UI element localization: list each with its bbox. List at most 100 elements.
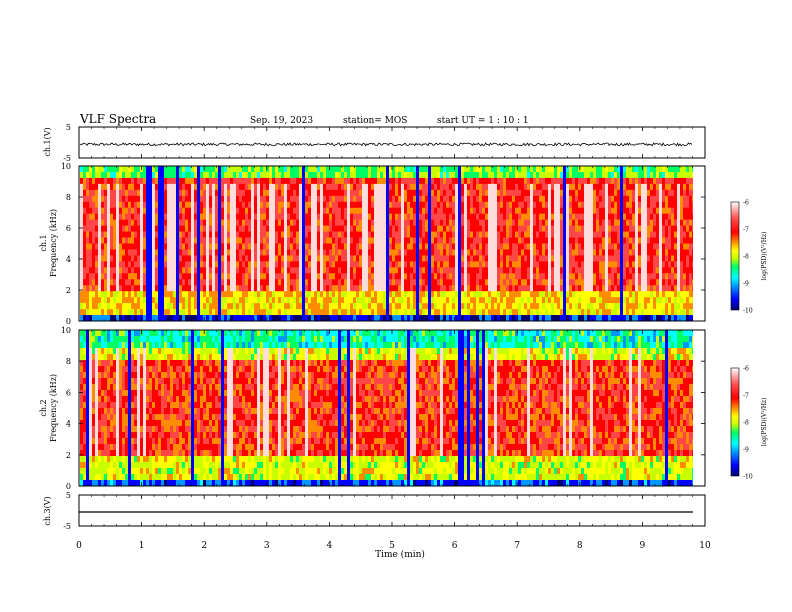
spectrogram-cell xyxy=(107,255,110,262)
spectrogram-cell xyxy=(251,189,254,197)
spectrogram-cell xyxy=(260,267,263,274)
spectrogram-cell xyxy=(473,201,476,209)
spectrogram-cell xyxy=(491,267,494,274)
spectrogram-cell xyxy=(302,231,305,238)
spectrogram-cell xyxy=(563,166,566,173)
spectrogram-cell xyxy=(566,171,569,179)
spectrogram-cell xyxy=(143,207,146,214)
spectrogram-cell xyxy=(581,225,584,232)
spectrogram-cell xyxy=(587,177,590,185)
spectrogram-cell xyxy=(104,309,107,316)
spectrogram-cell xyxy=(236,201,239,209)
spectrogram-cell xyxy=(227,291,230,298)
spectrogram-cell xyxy=(287,309,290,316)
spectrogram-cell xyxy=(332,249,335,256)
spectrogram-cell xyxy=(479,291,482,298)
spectrogram-cell xyxy=(290,231,293,238)
spectrogram-cell xyxy=(473,183,476,191)
spectrogram-cell xyxy=(425,315,428,322)
spectrogram-cell xyxy=(581,279,584,286)
spectrogram-cell xyxy=(101,273,104,280)
spectrogram-cell xyxy=(125,171,128,179)
spectrogram-cell xyxy=(536,237,539,244)
spectrogram-cell xyxy=(464,166,467,173)
spectrogram-cell xyxy=(632,183,635,191)
spectrogram-cell xyxy=(95,189,98,197)
spectrogram-cell xyxy=(341,237,344,244)
spectrogram-cell xyxy=(596,309,599,316)
spectrogram-cell xyxy=(314,279,317,286)
spectrogram-cell xyxy=(416,297,419,304)
spectrogram-cell xyxy=(437,267,440,274)
spectrogram-cell xyxy=(389,255,392,262)
spectrogram-cell xyxy=(332,207,335,214)
spectrogram-cell xyxy=(113,279,116,286)
spectrogram-cell xyxy=(374,166,377,173)
spectrogram-cell xyxy=(485,231,488,238)
spectrogram-cell xyxy=(440,189,443,197)
spectrogram-cell xyxy=(644,201,647,209)
spectrogram-cell xyxy=(464,243,467,250)
spectrogram-cell xyxy=(392,213,395,220)
spectrogram-cell xyxy=(362,303,365,310)
spectrogram-cell xyxy=(338,279,341,286)
spectrogram-cell xyxy=(386,219,389,226)
spectrogram-cell xyxy=(239,285,242,292)
spectrogram-cell xyxy=(434,177,437,185)
spectrogram-cell xyxy=(308,189,311,197)
spectrogram-cell xyxy=(464,171,467,179)
spectrogram-cell xyxy=(308,201,311,209)
spectrogram-cell xyxy=(374,291,377,298)
spectrogram-cell xyxy=(578,177,581,185)
spectrogram-cell xyxy=(254,219,257,226)
spectrogram-cell xyxy=(533,231,536,238)
spectrogram-cell xyxy=(275,213,278,220)
spectrogram-cell xyxy=(617,285,620,292)
spectrogram-cell xyxy=(392,285,395,292)
spectrogram-cell xyxy=(278,189,281,197)
spectrogram-cell xyxy=(545,189,548,197)
spectrogram-cell xyxy=(530,297,533,304)
spectrogram-cell xyxy=(218,279,221,286)
spectrogram-cell xyxy=(380,285,383,292)
spectrogram-cell xyxy=(311,219,314,226)
spectrogram-cell xyxy=(635,213,638,220)
spectrogram-cell xyxy=(533,261,536,268)
spectrogram-cell xyxy=(452,243,455,250)
spectrogram-cell xyxy=(272,285,275,292)
spectrogram-cell xyxy=(221,183,224,191)
spectrogram-cell xyxy=(578,207,581,214)
spectrogram-cell xyxy=(509,207,512,214)
spectrogram-cell xyxy=(605,183,608,191)
spectrogram-cell xyxy=(473,171,476,179)
spectrogram-cell xyxy=(419,189,422,197)
spectrogram-cell xyxy=(137,213,140,220)
spectrogram-cell xyxy=(272,177,275,185)
spectrogram-cell xyxy=(107,213,110,220)
spectrogram-cell xyxy=(248,189,251,197)
spectrogram-cell xyxy=(554,171,557,179)
spectrogram-cell xyxy=(584,231,587,238)
spectrogram-cell xyxy=(647,189,650,197)
spectrogram-cell xyxy=(473,177,476,185)
spectrogram-cell xyxy=(410,183,413,191)
spectrogram-cell xyxy=(299,309,302,316)
spectrogram-cell xyxy=(620,297,623,304)
spectrogram-cell xyxy=(284,285,287,292)
spectrogram-cell xyxy=(107,279,110,286)
spectrogram-cell xyxy=(500,273,503,280)
spectrogram-cell xyxy=(476,207,479,214)
spectrogram-cell xyxy=(464,237,467,244)
spectrogram-cell xyxy=(572,225,575,232)
spectrogram-cell xyxy=(215,267,218,274)
spectrogram-cell xyxy=(410,171,413,179)
spectrogram-cell xyxy=(563,279,566,286)
spectrogram-cell xyxy=(530,255,533,262)
spectrogram-cell xyxy=(590,279,593,286)
spectrogram-cell xyxy=(545,171,548,179)
spectrogram-cell xyxy=(605,309,608,316)
spectrogram-cell xyxy=(536,255,539,262)
spectrogram-cell xyxy=(170,273,173,280)
spectrogram-cell xyxy=(356,285,359,292)
spectrogram-cell xyxy=(176,171,179,179)
